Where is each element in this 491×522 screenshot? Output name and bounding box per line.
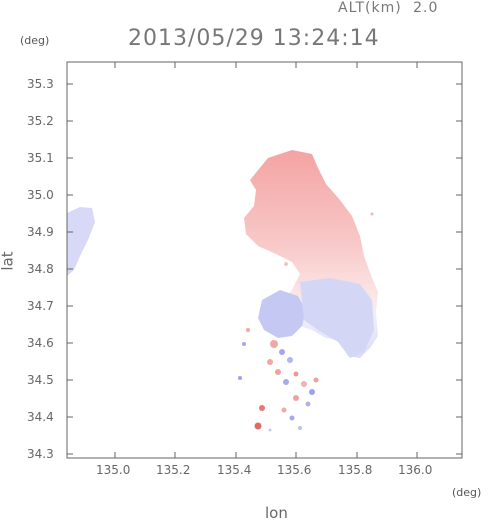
datetime-title: 2013/05/29 13:24:14 — [128, 26, 380, 51]
altitude-readout: ALT(km) 2.0 — [338, 0, 438, 16]
x-tick-label: 135.4 — [217, 463, 252, 477]
y-tick-label: 34.7 — [27, 299, 54, 313]
x-axis-unit: (deg) — [452, 486, 482, 499]
axis-ticks — [67, 62, 462, 458]
y-axis-unit: (deg) — [20, 34, 50, 47]
y-tick-label: 34.8 — [27, 262, 54, 276]
y-tick-label: 35.3 — [27, 77, 54, 91]
x-tick-label: 135.8 — [338, 463, 373, 477]
y-tick-label: 35.2 — [27, 114, 54, 128]
x-axis-label: lon — [265, 504, 288, 522]
southern-speckles — [238, 212, 374, 432]
altitude-value: 2.0 — [413, 0, 439, 16]
x-tick-label: 135.6 — [277, 463, 312, 477]
x-tick-label: 136.0 — [398, 463, 433, 477]
west-edge-echo — [67, 207, 95, 276]
x-tick-label: 135.2 — [156, 463, 191, 477]
altitude-label: ALT(km) — [338, 0, 402, 16]
y-tick-label: 34.9 — [27, 225, 54, 239]
y-tick-label: 35.1 — [27, 151, 54, 165]
y-tick-label: 34.6 — [27, 336, 54, 350]
approaching-lobe — [258, 290, 306, 338]
y-tick-label: 34.4 — [27, 410, 54, 424]
y-tick-label: 34.3 — [27, 447, 54, 461]
y-tick-label: 35.0 — [27, 188, 54, 202]
y-tick-label: 34.5 — [27, 373, 54, 387]
plot-frame — [66, 61, 463, 459]
radar-echoes — [67, 150, 378, 432]
x-tick-label: 135.0 — [96, 463, 131, 477]
approaching-band — [300, 278, 374, 358]
